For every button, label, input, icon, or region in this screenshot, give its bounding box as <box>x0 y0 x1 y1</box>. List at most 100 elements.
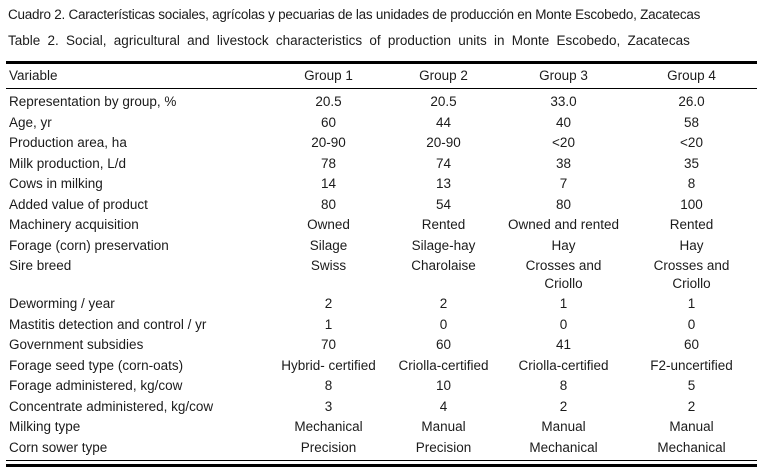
value-cell: Charolaise <box>411 258 476 273</box>
value-cell: 60 <box>683 337 700 352</box>
variable-cell: Sire breed <box>9 258 72 273</box>
value-cell: Owned <box>307 217 350 232</box>
variable-cell: Representation by group, % <box>9 94 177 109</box>
value-cell: 58 <box>683 114 700 130</box>
value-cell: Rented <box>669 217 714 232</box>
table-bottom-rule <box>6 459 757 467</box>
characteristics-table: Variable Group 1 Group 2 Group 3 Group 4… <box>6 61 757 458</box>
variable-cell: Mastitis detection and control / yr <box>9 316 207 332</box>
value-cell: 60 <box>320 114 337 130</box>
value-cell: 2 <box>439 296 448 311</box>
value-cell: 0 <box>559 316 568 332</box>
table-row: Machinery acquisition Owned Rented Owned an… <box>6 215 757 236</box>
table-row: Added value of product 80 54 80 100 <box>6 194 757 215</box>
variable-cell: Forage administered, kg/cow <box>9 378 183 393</box>
column-header-group4: Group 4 <box>626 62 757 89</box>
table-row: Deworming / year 2 2 1 1 <box>6 294 757 315</box>
caption-spanish: Cuadro 2. Características sociales, agrí… <box>8 7 701 22</box>
value-cell: 1 <box>559 296 568 311</box>
table-row: Sire breed Swiss Charolaise Crosses and Cri… <box>6 256 757 294</box>
table-row: Cows in milking 14 13 7 8 <box>6 174 757 195</box>
value-cell: Owned and rented <box>507 217 620 232</box>
value-cell: Hay <box>551 237 576 253</box>
value-cell: 2 <box>687 398 696 414</box>
value-cell: Criolla-certified <box>518 357 609 373</box>
value-cell: 41 <box>555 337 572 352</box>
table-row: Milk production, L/d 78 74 38 35 <box>6 153 757 174</box>
value-cell: Manual <box>421 419 466 434</box>
value-cell: 100 <box>680 196 703 212</box>
value-cell: 40 <box>555 114 572 130</box>
value-cell: 74 <box>435 155 452 171</box>
value-cell: Manual <box>669 419 714 434</box>
value-cell: 60 <box>435 337 452 352</box>
value-cell: Criolla-certified <box>398 357 489 373</box>
table-row: Forage (corn) preservation Silage Silage-h… <box>6 235 757 256</box>
value-cell: 4 <box>439 398 448 414</box>
value-cell: Precision <box>300 439 357 455</box>
column-header-group3: Group 3 <box>501 62 626 89</box>
value-cell: 70 <box>320 337 337 352</box>
table-body: Representation by group, % 20.5 20.5 33.0 26… <box>6 89 757 458</box>
variable-cell: Corn sower type <box>9 439 108 455</box>
value-cell: 38 <box>555 155 572 171</box>
value-cell: 2 <box>559 398 568 414</box>
value-cell: 10 <box>435 378 452 393</box>
table-row: Forage administered, kg/cow 8 10 8 5 <box>6 376 757 397</box>
value-cell: Mechanical <box>529 439 598 455</box>
value-cell: 20.5 <box>430 94 457 109</box>
value-cell: Hybrid- certified <box>281 357 376 373</box>
value-cell: <20 <box>552 135 575 150</box>
value-cell: 78 <box>320 155 337 171</box>
variable-cell: Age, yr <box>9 114 52 130</box>
value-cell: 5 <box>687 378 696 393</box>
variable-cell: Milk production, L/d <box>9 155 127 171</box>
value-cell: 7 <box>559 176 568 191</box>
value-cell: <20 <box>680 135 703 150</box>
value-cell: 13 <box>435 176 452 191</box>
variable-cell: Forage (corn) preservation <box>9 237 169 253</box>
value-cell: 20-90 <box>311 135 346 150</box>
value-cell: Manual <box>541 419 586 434</box>
value-cell: Swiss <box>310 258 347 273</box>
table-row: Age, yr 60 44 40 58 <box>6 112 757 133</box>
value-cell: 54 <box>435 196 452 212</box>
value-cell: 1 <box>687 296 696 311</box>
value-cell: 0 <box>439 316 448 332</box>
value-cell: 14 <box>320 176 337 191</box>
value-cell: Mechanical <box>657 439 726 455</box>
value-cell: F2-uncertified <box>650 357 733 373</box>
variable-cell: Production area, ha <box>9 135 127 150</box>
variable-cell: Forage seed type (corn-oats) <box>9 357 184 373</box>
column-header-variable: Variable <box>6 62 271 89</box>
variable-cell: Deworming / year <box>9 296 115 311</box>
variable-cell: Government subsidies <box>9 337 144 352</box>
value-cell: 20-90 <box>426 135 461 150</box>
column-header-group2: Group 2 <box>386 62 501 89</box>
value-cell: 8 <box>324 378 333 393</box>
value-cell: 80 <box>320 196 337 212</box>
value-cell: Silage-hay <box>411 237 476 253</box>
variable-cell: Machinery acquisition <box>9 217 139 232</box>
value-cell: 8 <box>687 176 696 191</box>
caption-english: Table 2. Social, agricultural and livest… <box>8 33 690 48</box>
table-row: Concentrate administered, kg/cow 3 4 2 2 <box>6 396 757 417</box>
table-row: Corn sower type Precision Precision Mechani… <box>6 437 757 458</box>
value-cell: 1 <box>324 316 333 332</box>
variable-cell: Milking type <box>9 419 81 434</box>
value-cell: 26.0 <box>678 94 705 109</box>
value-cell: 3 <box>324 398 333 414</box>
value-cell: Crosses and Criollo <box>525 258 602 291</box>
table-row: Representation by group, % 20.5 20.5 33.0 26… <box>6 89 757 113</box>
variable-cell: Cows in milking <box>9 176 103 191</box>
value-cell: Rented <box>421 217 466 232</box>
variable-cell: Added value of product <box>9 196 148 212</box>
table-captions: Cuadro 2. Características sociales, agrí… <box>0 0 763 48</box>
value-cell: Mechanical <box>294 419 363 434</box>
value-cell: 33.0 <box>550 94 577 109</box>
table-row: Milking type Mechanical Manual Manual Manual <box>6 417 757 438</box>
value-cell: Silage <box>309 237 348 253</box>
value-cell: 35 <box>683 155 700 171</box>
table-row: Forage seed type (corn-oats) Hybrid- cert… <box>6 355 757 376</box>
value-cell: 20.5 <box>315 94 342 109</box>
